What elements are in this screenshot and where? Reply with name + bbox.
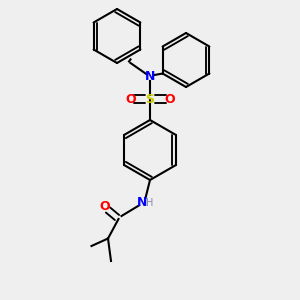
Text: O: O	[125, 92, 136, 106]
Text: S: S	[146, 92, 154, 106]
Text: O: O	[164, 92, 175, 106]
Text: N: N	[145, 70, 155, 83]
Text: O: O	[100, 200, 110, 214]
Text: N: N	[137, 196, 148, 209]
Text: H: H	[146, 197, 154, 208]
